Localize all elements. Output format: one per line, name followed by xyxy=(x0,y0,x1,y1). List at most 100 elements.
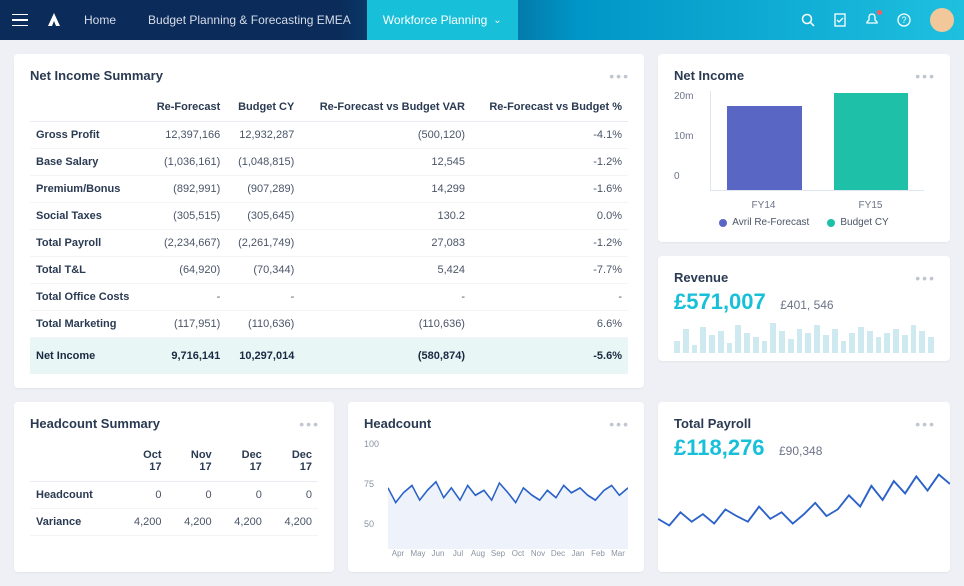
spark-bar xyxy=(814,325,820,353)
card-menu-icon[interactable]: ••• xyxy=(609,68,630,84)
y-tick: 10m xyxy=(674,131,693,142)
cell: 10,297,014 xyxy=(226,338,300,375)
card-menu-icon[interactable]: ••• xyxy=(915,416,936,432)
cell: - xyxy=(300,284,471,311)
x-labels: AprMayJunJulAugSepOctNovDecJanFebMar xyxy=(364,549,628,558)
spark-bar xyxy=(876,337,882,353)
cell: Premium/Bonus xyxy=(30,176,144,203)
task-icon[interactable] xyxy=(824,0,856,40)
cell: 4,200 xyxy=(117,509,167,536)
cell: 4,200 xyxy=(168,509,218,536)
x-label: Nov xyxy=(528,549,548,558)
payroll-main: £118,276 xyxy=(674,435,765,461)
card-menu-icon[interactable]: ••• xyxy=(609,416,630,432)
bell-icon[interactable] xyxy=(856,0,888,40)
card-title: Net Income Summary xyxy=(30,68,628,83)
cell: Social Taxes xyxy=(30,203,144,230)
spark-bar xyxy=(709,335,715,353)
table-row: Base Salary(1,036,161)(1,048,815)12,545-… xyxy=(30,149,628,176)
y-tick: 75 xyxy=(364,479,374,489)
topbar: Home Budget Planning & Forecasting EMEA … xyxy=(0,0,964,40)
cell: (70,344) xyxy=(226,257,300,284)
nav-workforce-label: Workforce Planning xyxy=(383,13,488,27)
cell: - xyxy=(144,284,226,311)
logo-icon[interactable] xyxy=(40,12,68,28)
right-column: Net Income ••• 20m 10m 0 FY14 FY15 Avril… xyxy=(658,54,950,388)
col-header: Nov17 xyxy=(168,441,218,482)
avatar[interactable] xyxy=(930,8,954,32)
cell: 14,299 xyxy=(300,176,471,203)
cell: -7.7% xyxy=(471,257,628,284)
card-menu-icon[interactable]: ••• xyxy=(299,416,320,432)
table-row: Premium/Bonus(892,991)(907,289)14,299-1.… xyxy=(30,176,628,203)
nav-budget-label: Budget Planning & Forecasting EMEA xyxy=(148,13,351,27)
y-tick: 100 xyxy=(364,439,379,449)
x-label: Mar xyxy=(608,549,628,558)
spark-bar xyxy=(762,341,768,353)
card-title: Net Income xyxy=(674,68,934,83)
cell: -1.6% xyxy=(471,176,628,203)
row2-left: Headcount Summary ••• Oct17Nov17Dec17Dec… xyxy=(14,402,644,572)
cell: 27,083 xyxy=(300,230,471,257)
search-icon[interactable] xyxy=(792,0,824,40)
spark-bar xyxy=(928,337,934,353)
nav-home-label: Home xyxy=(84,13,116,27)
spark-bar xyxy=(700,327,706,353)
menu-icon[interactable] xyxy=(0,14,40,26)
nav-workforce[interactable]: Workforce Planning⌄ xyxy=(367,0,518,40)
table-row: Total Payroll(2,234,667)(2,261,749)27,08… xyxy=(30,230,628,257)
cell: 0 xyxy=(168,482,218,509)
card-menu-icon[interactable]: ••• xyxy=(915,68,936,84)
cell: (117,951) xyxy=(144,311,226,338)
total-payroll-card: Total Payroll ••• £118,276 £90,348 xyxy=(658,402,950,572)
spark-bar xyxy=(841,341,847,353)
cell: (500,120) xyxy=(300,122,471,149)
headcount-summary-card: Headcount Summary ••• Oct17Nov17Dec17Dec… xyxy=(14,402,334,572)
spark-bar xyxy=(727,343,733,353)
help-icon[interactable]: ? xyxy=(888,0,920,40)
card-title: Revenue xyxy=(674,270,934,285)
total-row: Net Income9,716,14110,297,014(580,874)-5… xyxy=(30,338,628,375)
spark-bar xyxy=(858,327,864,353)
headcount-chart-card: Headcount ••• 100 75 50 AprMayJunJulAugS… xyxy=(348,402,644,572)
spark-bar xyxy=(849,333,855,353)
spark-bar xyxy=(797,329,803,353)
x-label: Sep xyxy=(488,549,508,558)
spark-bar xyxy=(805,333,811,353)
cell: Total Marketing xyxy=(30,311,144,338)
x-label: Aug xyxy=(468,549,488,558)
payroll-sub: £90,348 xyxy=(779,444,822,458)
cell: -5.6% xyxy=(471,338,628,375)
revenue-card: Revenue ••• £571,007 £401, 546 xyxy=(658,256,950,361)
col-header xyxy=(30,441,117,482)
svg-text:?: ? xyxy=(901,15,906,25)
nav-home[interactable]: Home xyxy=(68,0,132,40)
spark-bar xyxy=(674,341,680,353)
net-income-bar-chart: 20m 10m 0 FY14 FY15 xyxy=(674,91,934,211)
cell: - xyxy=(226,284,300,311)
card-menu-icon[interactable]: ••• xyxy=(915,270,936,286)
bar xyxy=(727,106,802,190)
x-label: Jul xyxy=(448,549,468,558)
cell: Headcount xyxy=(30,482,117,509)
table-row: Total Office Costs---- xyxy=(30,284,628,311)
table-row: Social Taxes(305,515)(305,645)130.20.0% xyxy=(30,203,628,230)
cell: 4,200 xyxy=(268,509,318,536)
spark-bar xyxy=(770,323,776,353)
x-label: Feb xyxy=(588,549,608,558)
cell: -1.2% xyxy=(471,149,628,176)
x-label: FY15 xyxy=(817,200,924,211)
headcount-summary-table: Oct17Nov17Dec17Dec17 Headcount0000Varian… xyxy=(30,441,318,536)
cell: 9,716,141 xyxy=(144,338,226,375)
table-row: Total Marketing(117,951)(110,636)(110,63… xyxy=(30,311,628,338)
x-label: Jan xyxy=(568,549,588,558)
col-header xyxy=(30,93,144,122)
cell: (64,920) xyxy=(144,257,226,284)
cell: 12,397,166 xyxy=(144,122,226,149)
col-header: Dec17 xyxy=(268,441,318,482)
cell: Net Income xyxy=(30,338,144,375)
cell: Total T&L xyxy=(30,257,144,284)
cell: (892,991) xyxy=(144,176,226,203)
nav-budget[interactable]: Budget Planning & Forecasting EMEA xyxy=(132,0,367,40)
spark-bar xyxy=(692,345,698,353)
